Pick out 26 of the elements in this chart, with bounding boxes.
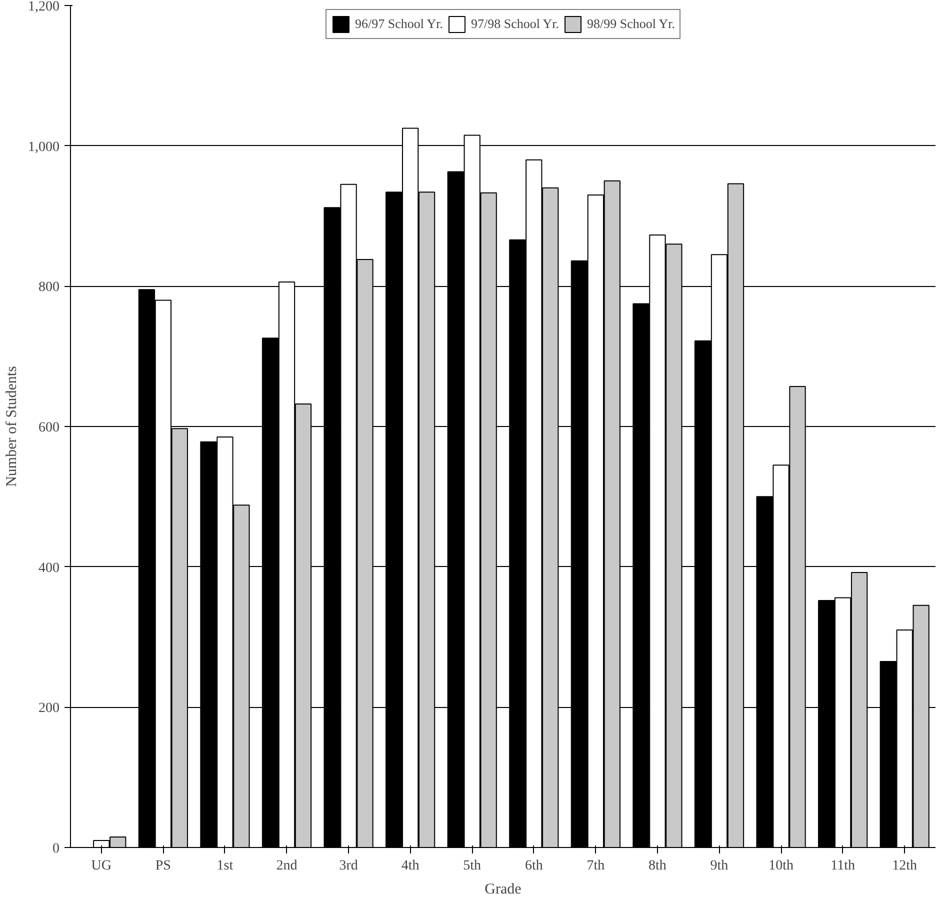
x-tick-label: 7th [586,858,605,874]
x-axis-title: Grade [484,882,522,898]
x-tick-label: 5th [463,858,482,874]
y-axis-title: Number of Students [4,366,20,487]
y-tick-label: 1,200 [28,0,60,14]
y-tick-label: 600 [38,420,60,436]
y-tick-label: 800 [38,280,60,296]
y-tick-label: 200 [38,701,60,716]
legend-label: 97/98 School Yr. [471,16,559,32]
y-tick-label: 0 [52,842,60,856]
x-tick-label: 4th [401,858,420,874]
x-tick-label: 10th [768,858,794,874]
x-tick-label: 9th [710,858,728,874]
x-tick-label: 2nd [276,858,298,874]
x-tick-label: 6th [524,858,543,874]
x-tick-label: 1st [216,858,234,874]
x-tick-label: 8th [648,858,666,874]
x-tick-label: PS [155,858,171,874]
y-tick-label: 400 [38,560,60,576]
legend-label: 98/99 School Yr. [587,16,675,32]
x-tick-label: UG [91,858,112,874]
x-tick-label: 12th [892,858,918,874]
legend-label: 96/97 School Yr. [355,16,443,32]
y-tick-label: 1,000 [28,140,60,155]
x-tick-label: 11th [830,858,856,874]
x-tick-label: 3rd [339,858,358,874]
